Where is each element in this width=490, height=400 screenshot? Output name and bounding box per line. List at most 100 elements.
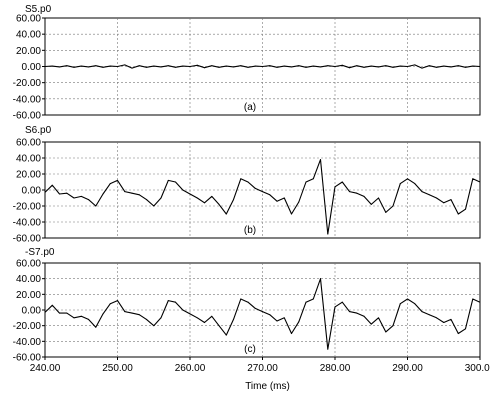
data-point xyxy=(80,195,82,197)
data-point xyxy=(196,317,198,319)
data-point xyxy=(254,187,256,189)
data-point xyxy=(276,320,278,322)
data-point xyxy=(428,314,430,316)
data-point xyxy=(225,334,227,336)
data-point xyxy=(189,193,191,195)
data-point xyxy=(414,64,416,66)
y-tick-label: 0.00 xyxy=(22,306,42,317)
data-point xyxy=(233,199,234,201)
data-point xyxy=(160,66,162,68)
data-point xyxy=(320,66,321,68)
data-point xyxy=(131,67,133,69)
data-point xyxy=(175,181,176,183)
y-tick-label: -40.00 xyxy=(13,337,42,348)
data-point xyxy=(305,66,307,68)
y-tick-label: -40.00 xyxy=(13,218,42,229)
data-point xyxy=(349,67,350,69)
data-point xyxy=(182,65,184,67)
data-point xyxy=(160,197,162,199)
data-point xyxy=(51,304,53,306)
data-point xyxy=(117,179,118,181)
y-tick-label: 40.00 xyxy=(16,154,41,165)
data-point xyxy=(80,65,82,67)
data-point xyxy=(189,66,191,67)
data-point xyxy=(218,203,220,205)
data-point xyxy=(421,311,423,313)
data-point xyxy=(59,66,60,68)
data-point xyxy=(305,301,307,303)
data-point xyxy=(363,315,365,317)
data-point xyxy=(88,318,89,320)
data-point xyxy=(291,333,292,334)
data-point xyxy=(385,211,387,213)
x-tick-label: 290.00 xyxy=(392,363,423,374)
data-point xyxy=(327,348,329,350)
data-point xyxy=(262,311,263,313)
data-point xyxy=(66,65,68,67)
data-point xyxy=(378,66,379,68)
data-point xyxy=(465,208,466,210)
data-point xyxy=(363,66,365,68)
data-point xyxy=(254,65,256,67)
data-point xyxy=(218,325,220,327)
data-point xyxy=(320,278,321,280)
data-point xyxy=(370,203,372,205)
data-point xyxy=(298,201,300,203)
data-point xyxy=(269,314,271,316)
data-point xyxy=(407,66,408,67)
data-point xyxy=(66,312,68,314)
data-point xyxy=(59,193,60,195)
data-point xyxy=(269,65,271,67)
data-point xyxy=(341,181,343,183)
data-point xyxy=(59,312,60,314)
y-tick-label: -20.00 xyxy=(13,202,42,213)
data-point xyxy=(457,333,459,334)
data-point xyxy=(167,65,169,67)
data-point xyxy=(356,65,358,67)
y-tick-label: 20.00 xyxy=(16,170,41,181)
data-point xyxy=(153,65,155,67)
data-point xyxy=(378,197,379,199)
data-point xyxy=(146,199,147,201)
data-point xyxy=(385,331,387,333)
data-point xyxy=(153,325,155,327)
panel-label: (a) xyxy=(244,102,256,113)
data-point xyxy=(392,325,394,327)
data-point xyxy=(262,191,263,193)
data-point xyxy=(146,66,147,68)
data-point xyxy=(334,186,336,188)
data-point xyxy=(283,317,285,319)
y-tick-label: -40.00 xyxy=(13,94,42,105)
data-point xyxy=(44,66,46,67)
data-point xyxy=(182,189,184,191)
data-point xyxy=(298,65,300,67)
data-point xyxy=(457,213,459,215)
data-point xyxy=(196,64,198,66)
data-point xyxy=(421,191,423,193)
data-point xyxy=(450,318,452,320)
y-tick-label: -20.00 xyxy=(13,321,42,332)
data-point xyxy=(407,298,408,300)
data-point xyxy=(363,195,365,197)
data-point xyxy=(276,66,278,68)
y-tick-label: 20.00 xyxy=(16,46,41,57)
data-point xyxy=(479,181,481,183)
x-tick-label: 300.00 xyxy=(465,363,490,374)
data-point xyxy=(283,197,285,199)
data-point xyxy=(66,192,68,194)
data-point xyxy=(153,205,155,207)
y-tick-label: -20.00 xyxy=(13,78,42,89)
x-axis-label: Time (ms) xyxy=(245,381,290,392)
data-point xyxy=(211,315,213,317)
data-point xyxy=(167,300,169,302)
data-point xyxy=(247,301,249,303)
data-point xyxy=(356,192,358,194)
data-point xyxy=(443,65,445,67)
y-tick-label: -60.00 xyxy=(13,234,42,245)
data-point xyxy=(196,197,198,199)
data-point xyxy=(341,301,343,303)
data-point xyxy=(109,303,111,305)
data-point xyxy=(146,318,147,320)
data-point xyxy=(262,66,263,67)
data-point xyxy=(95,65,97,67)
